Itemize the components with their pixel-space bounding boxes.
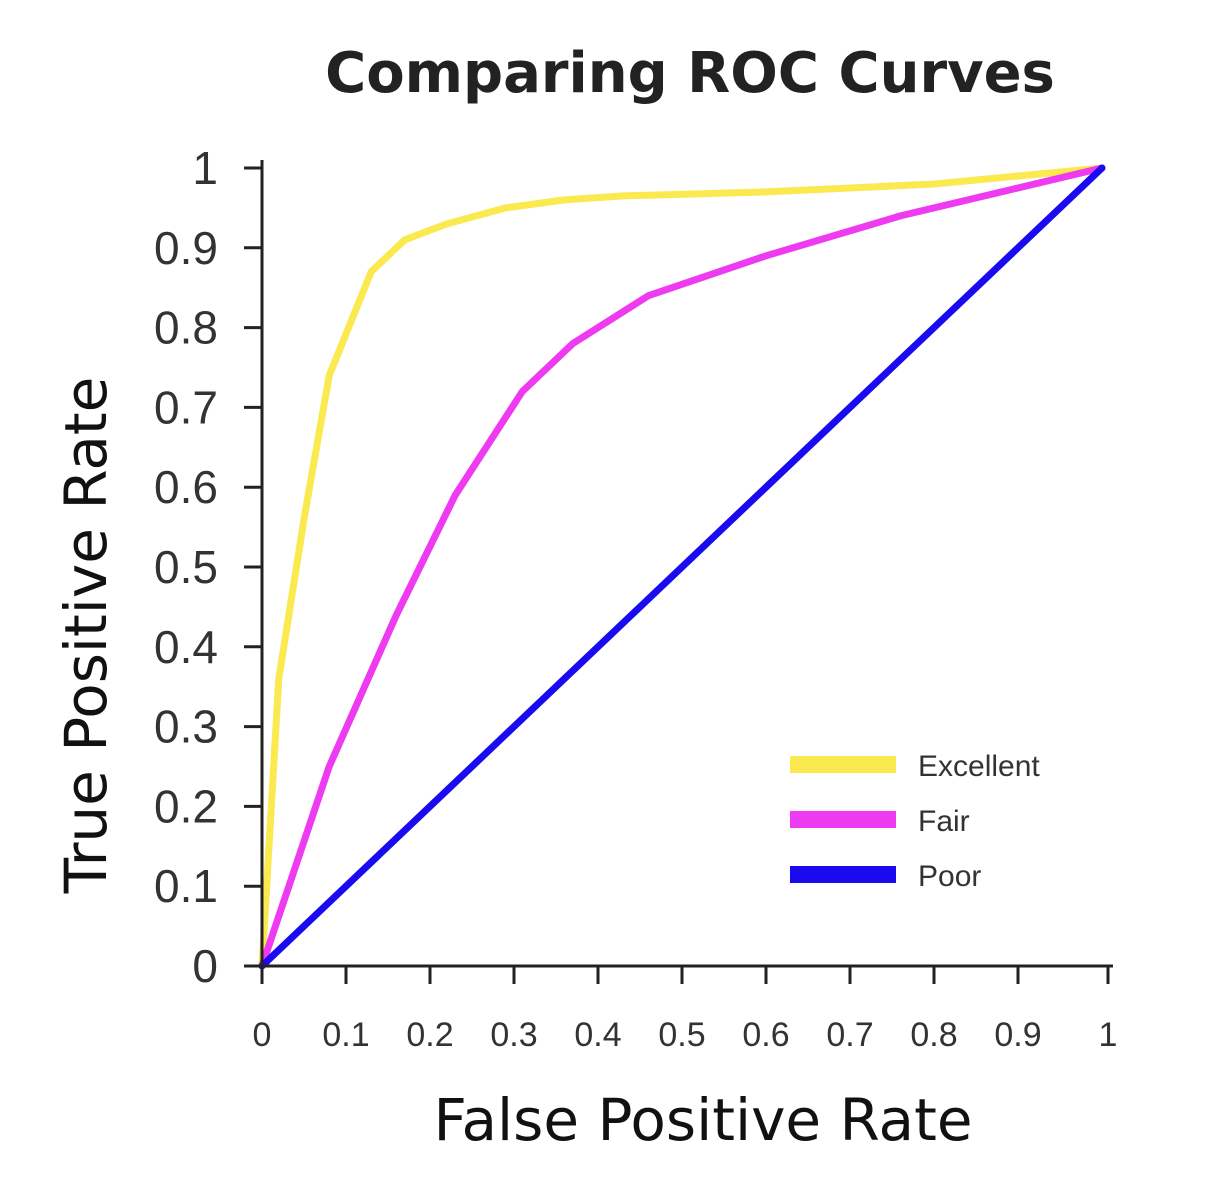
- series-line-excellent: [258, 164, 1106, 970]
- legend: Excellent Fair Poor: [790, 750, 1040, 893]
- legend-swatch-poor: [790, 866, 896, 883]
- y-tick-label: 0.9: [154, 222, 218, 274]
- legend-swatch-fair: [790, 811, 896, 828]
- x-tick-label: 0.9: [994, 1016, 1041, 1054]
- x-tick-label: 0: [253, 1016, 272, 1054]
- plot-series: [258, 164, 1106, 970]
- y-tick-label: 0.3: [154, 701, 218, 753]
- series-line-fair: [258, 164, 1106, 970]
- series-line-poor: [258, 164, 1106, 970]
- y-tick-label: 0.7: [154, 381, 218, 433]
- x-ticks: 0 0.1 0.2 0.3 0.4 0.5 0.6 0.7 0.8 0.9 1: [253, 966, 1118, 1054]
- legend-label-fair: Fair: [918, 805, 970, 838]
- legend-label-poor: Poor: [918, 860, 981, 893]
- x-tick-label: 0.3: [490, 1016, 537, 1054]
- x-tick-label: 0.1: [322, 1016, 369, 1054]
- y-tick-label: 1: [192, 142, 218, 194]
- legend-label-excellent: Excellent: [918, 750, 1040, 783]
- y-tick-label: 0.6: [154, 461, 218, 513]
- y-tick-label: 0.5: [154, 541, 218, 593]
- y-tick-label: 0.4: [154, 621, 218, 673]
- y-tick-label: 0.2: [154, 780, 218, 832]
- x-tick-label: 0.4: [574, 1016, 621, 1054]
- x-tick-label: 0.5: [658, 1016, 705, 1054]
- x-tick-label: 1: [1099, 1016, 1118, 1054]
- x-tick-label: 0.6: [742, 1016, 789, 1054]
- x-tick-label: 0.2: [406, 1016, 453, 1054]
- y-tick-label: 0: [192, 940, 218, 992]
- y-ticks: 0 0.1 0.2 0.3 0.4 0.5 0.6 0.7 0.8 0.9 1: [154, 142, 262, 992]
- x-tick-label: 0.7: [826, 1016, 873, 1054]
- chart-title: Comparing ROC Curves: [325, 41, 1055, 106]
- x-tick-label: 0.8: [910, 1016, 957, 1054]
- y-tick-label: 0.1: [154, 860, 218, 912]
- y-tick-label: 0.8: [154, 302, 218, 354]
- legend-swatch-excellent: [790, 756, 896, 773]
- x-axis-label: False Positive Rate: [433, 1086, 972, 1154]
- y-axis-label: True Positive Rate: [52, 377, 120, 895]
